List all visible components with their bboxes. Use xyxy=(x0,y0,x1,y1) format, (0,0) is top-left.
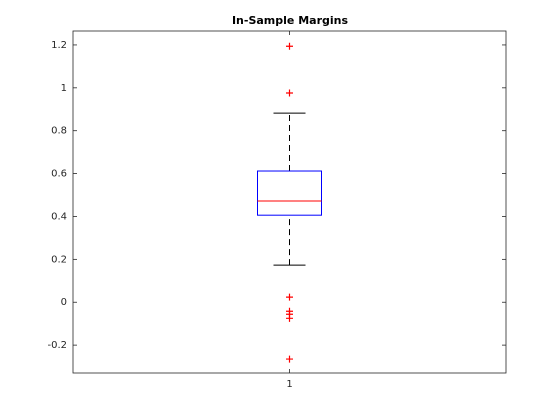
chart-title: In-Sample Margins xyxy=(232,14,349,27)
y-tick-label: 0.8 xyxy=(51,126,67,137)
outlier xyxy=(286,89,293,97)
outlier xyxy=(286,355,293,363)
outlier xyxy=(286,314,293,322)
y-tick-label: 0 xyxy=(61,297,67,308)
outlier xyxy=(286,293,293,301)
outlier xyxy=(286,42,293,50)
y-tick-label: -0.2 xyxy=(47,340,67,351)
y-tick-label: 1.2 xyxy=(51,40,67,51)
y-tick-label: 0.6 xyxy=(51,169,67,180)
x-tick-label: 1 xyxy=(286,379,292,390)
y-tick-label: 1 xyxy=(61,83,67,94)
y-tick-label: 0.4 xyxy=(51,211,67,222)
y-tick-label: 0.2 xyxy=(51,254,67,265)
box xyxy=(257,170,322,216)
